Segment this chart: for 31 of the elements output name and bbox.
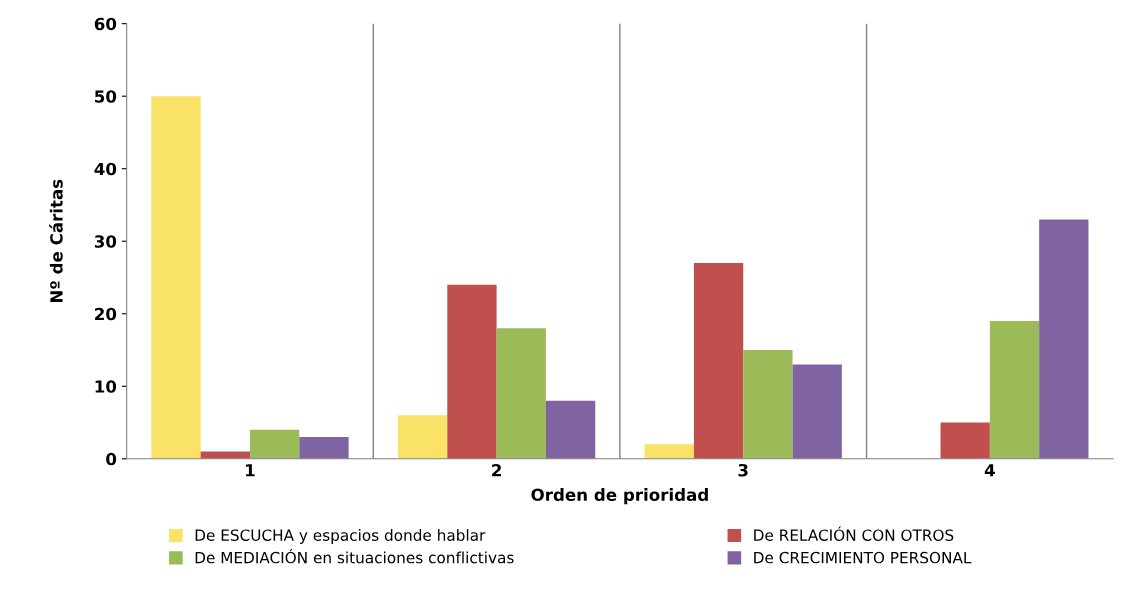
bar (743, 350, 793, 459)
bar (545, 400, 596, 459)
legend-label: De ESCUCHA y espacios donde hablar (195, 529, 486, 544)
x-tick-label: 1 (246, 464, 255, 477)
x-tick-label: 3 (738, 463, 748, 477)
y-axis-title: Nº de Cáritas (49, 179, 63, 303)
bar (989, 321, 1040, 459)
y-tick-label: 0 (106, 452, 117, 466)
bar (792, 364, 842, 459)
bar (249, 429, 300, 459)
y-tick-label: 50 (95, 90, 117, 103)
legend-label: De CRECIMIENTO PERSONAL (754, 551, 972, 564)
bar (940, 422, 990, 459)
x-tick-label: 2 (492, 463, 501, 477)
bar (693, 263, 744, 459)
bar (151, 96, 201, 459)
bar (397, 415, 448, 459)
y-tick-label: 10 (95, 380, 117, 393)
x-tick-label: 4 (984, 464, 995, 477)
y-tick-label: 60 (94, 17, 117, 31)
legend-label: De RELACIÓN CON OTROS (754, 526, 954, 541)
bar (496, 328, 546, 459)
bar (1039, 219, 1089, 459)
y-tick-label: 20 (95, 307, 117, 321)
y-tick-label: 40 (94, 162, 117, 176)
bar (299, 437, 349, 459)
legend-label: De MEDIACIÓN en situaciones conflictivas (195, 549, 514, 564)
y-tick-label: 30 (94, 235, 117, 248)
x-axis-title: Orden de prioridad (531, 488, 708, 505)
bar (644, 444, 694, 459)
bar (447, 284, 497, 459)
